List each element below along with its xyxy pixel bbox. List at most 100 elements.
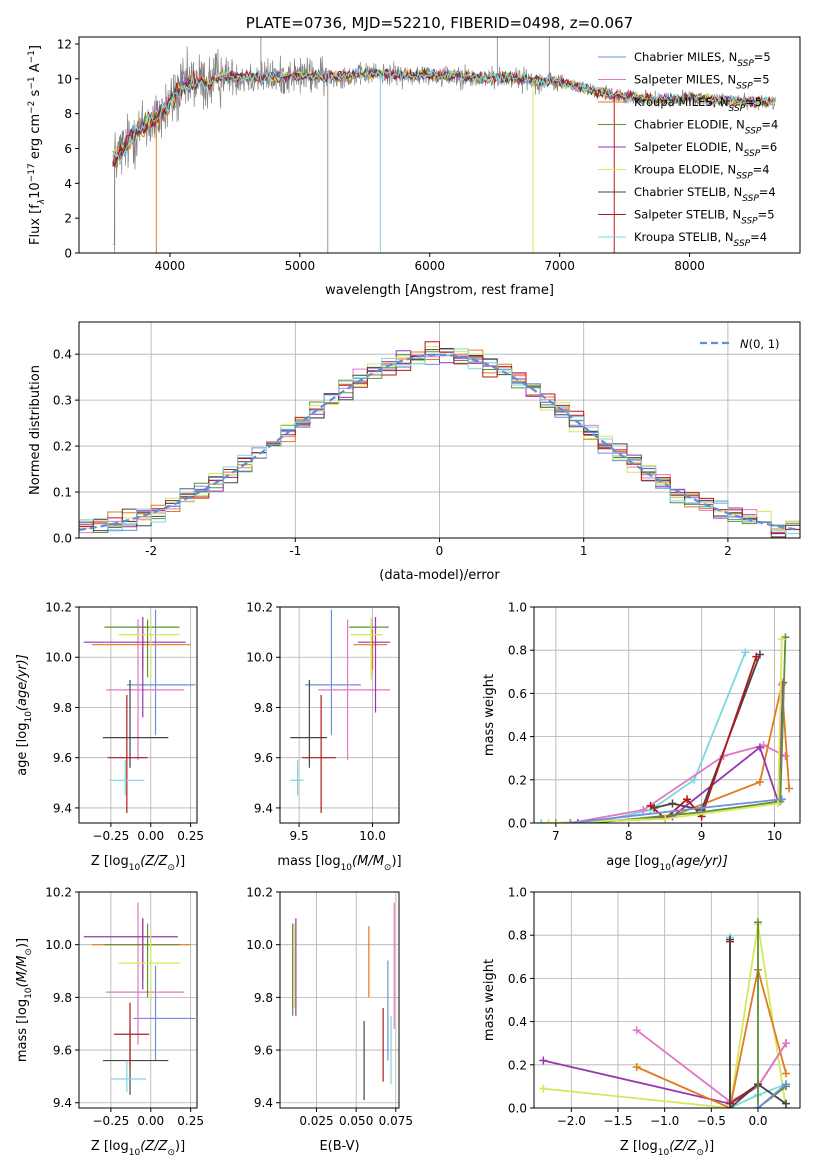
spectrum-xtick-label: 6000 bbox=[414, 259, 445, 273]
weight-vs-z-xtick-label: 0.0 bbox=[748, 1114, 767, 1128]
x-axis-label: Z [log10(Z/Z⊙)] bbox=[620, 1139, 714, 1158]
weight-vs-age-ytick-label: 0.8 bbox=[508, 644, 527, 658]
weight-line-chabrier_miles bbox=[570, 798, 782, 823]
weight-vs-age-ytick-label: 0.0 bbox=[508, 817, 527, 831]
legend-label-salpeter_miles: Salpeter MILES, NSSP=5 bbox=[634, 73, 770, 92]
weight-marker-chabrier_stelib bbox=[726, 1104, 734, 1108]
x-axis-label: wavelength [Angstrom, rest frame] bbox=[325, 283, 554, 298]
weight-marker-kroupa_elodie bbox=[544, 819, 553, 823]
mass-vs-z-xtick-label: 0.25 bbox=[177, 1114, 204, 1128]
legend-label-chabrier_miles: Chabrier MILES, NSSP=5 bbox=[634, 50, 771, 69]
mass-vs-ebv-frame bbox=[279, 891, 400, 1109]
weight-marker-salpeter_stelib bbox=[646, 801, 655, 810]
spectrum-axes: 4000 5000 6000 7000 8000 0 2 4 6 8 10 12 wavelength … bbox=[27, 36, 801, 298]
spectrum-ytick-label: 8 bbox=[64, 107, 72, 121]
weight-marker-salpeter_miles bbox=[781, 752, 790, 761]
mass-vs-z-plot-area bbox=[83, 902, 196, 1095]
x-axis-label: Z [log10(Z/Z⊙)] bbox=[91, 1139, 185, 1158]
age-vs-mass-plot-area bbox=[290, 609, 391, 813]
weight-line-kroupa_stelib bbox=[541, 652, 747, 823]
residuals-xtick-label: 0 bbox=[436, 544, 444, 558]
mass-vs-ebv-xtick-label: 0.025 bbox=[299, 1114, 333, 1128]
spectrum-ytick-label: 2 bbox=[64, 212, 72, 226]
y-axis-label: age [log10(age/yr)] bbox=[15, 654, 34, 776]
weight-marker-chabrier_miles bbox=[697, 803, 706, 812]
mass-vs-ebv-xtick-label: 0.075 bbox=[379, 1114, 413, 1128]
weight-line-chabrier_elodie bbox=[757, 922, 787, 1108]
weight-marker-salpeter_elodie bbox=[755, 743, 764, 752]
residuals-xtick-label: 2 bbox=[724, 544, 732, 558]
mass-vs-z-ytick-label: 9.4 bbox=[53, 1096, 72, 1110]
weight-marker-kroupa_elodie bbox=[539, 1084, 548, 1093]
weight-vs-age-xtick-label: 7 bbox=[552, 829, 560, 843]
weight-line-chabrier_elodie bbox=[592, 637, 787, 823]
spectrum-model-kroupa_stelib bbox=[112, 68, 776, 166]
age-vs-mass-ytick-label: 9.4 bbox=[254, 801, 273, 815]
mass-vs-ebv-ytick-label: 10.2 bbox=[246, 886, 273, 900]
weight-vs-z-xtick-label: −0.5 bbox=[697, 1114, 726, 1128]
mass-vs-z-ytick-label: 9.6 bbox=[53, 1044, 72, 1058]
residuals-axes: -2 -1 0 1 2 0.0 0.1 0.2 0.3 0.4 (data-model)/error… bbox=[28, 321, 801, 583]
age-vs-mass-ytick-label: 9.8 bbox=[254, 701, 273, 715]
age-vs-z-ytick-label: 9.4 bbox=[53, 801, 72, 815]
legend-label-salpeter_elodie: Salpeter ELODIE, NSSP=6 bbox=[634, 140, 777, 159]
weight-vs-age-axes: 7 8 9 10 0.0 0.2 0.4 0.6 0.8 1.0 age [log10(age/yr… bbox=[482, 601, 801, 873]
spectrum-xtick-label: 4000 bbox=[155, 259, 186, 273]
residuals-ytick-label: 0.0 bbox=[53, 532, 72, 546]
weight-marker-salpeter_miles bbox=[632, 1026, 641, 1035]
weight-vs-z-plot-area bbox=[539, 918, 790, 1108]
spectrum-xtick-label: 5000 bbox=[285, 259, 316, 273]
legend-label-kroupa_stelib: Kroupa STELIB, NSSP=4 bbox=[634, 230, 767, 249]
weight-marker-chabrier_elodie bbox=[754, 918, 762, 927]
x-axis-label: age [log10(age/yr)] bbox=[606, 854, 728, 873]
weight-vs-z-xtick-label: −2.0 bbox=[557, 1114, 586, 1128]
weight-vs-z-frame bbox=[533, 891, 801, 1109]
weight-marker-kroupa_elodie bbox=[661, 814, 670, 823]
residuals-ytick-label: 0.1 bbox=[53, 486, 72, 500]
spectrum-ytick-label: 0 bbox=[64, 247, 72, 261]
residuals-ytick-label: 0.3 bbox=[53, 394, 72, 408]
age-vs-z-xtick-label: −0.25 bbox=[93, 829, 130, 843]
weight-marker-salpeter_elodie bbox=[539, 1056, 548, 1065]
weight-marker-kroupa_stelib bbox=[537, 819, 546, 823]
age-vs-z-ytick-label: 10.2 bbox=[45, 601, 72, 615]
age-vs-mass-ytick-label: 10.0 bbox=[246, 651, 273, 665]
weight-marker-kroupa_miles bbox=[782, 1069, 790, 1078]
weight-line-chabrier_stelib bbox=[729, 939, 787, 1108]
legend-label-chabrier_stelib: Chabrier STELIB, NSSP=4 bbox=[634, 185, 776, 204]
weight-marker-salpeter_elodie bbox=[573, 819, 582, 823]
legend-label-gaussian: N(0, 1) bbox=[740, 337, 780, 351]
mass-vs-z-axes: −0.25 0.00 0.25 9.4 9.6 9.8 10.0 10.2 Z [log10(Z… bbox=[15, 886, 204, 1159]
weight-marker-kroupa_miles bbox=[632, 1062, 641, 1071]
mass-vs-z-ytick-label: 10.2 bbox=[45, 886, 72, 900]
spectrum-ytick-label: 10 bbox=[57, 72, 72, 86]
age-vs-mass-xtick-label: 10.0 bbox=[359, 829, 386, 843]
residuals-ytick-label: 0.2 bbox=[53, 440, 72, 454]
spectrum-title: PLATE=0736, MJD=52210, FIBERID=0498, z=0… bbox=[246, 14, 633, 32]
weight-marker-kroupa_stelib bbox=[741, 648, 750, 657]
mass-vs-ebv-ytick-label: 9.6 bbox=[254, 1044, 273, 1058]
mass-vs-ebv-ytick-label: 9.4 bbox=[254, 1096, 273, 1110]
y-axis-label: Flux [fλ10−17 erg cm−2 s−1 A−1] bbox=[27, 45, 47, 245]
weight-marker-chabrier_stelib bbox=[782, 1099, 790, 1108]
weight-vs-age-xtick-label: 8 bbox=[625, 829, 633, 843]
age-vs-z-plot-area bbox=[83, 609, 196, 813]
weight-vs-z-ytick-label: 0.8 bbox=[508, 929, 527, 943]
age-vs-z-ytick-label: 9.8 bbox=[53, 701, 72, 715]
residuals-xtick-label: -1 bbox=[289, 544, 301, 558]
residuals-xtick-label: 1 bbox=[580, 544, 588, 558]
spectrum-legend: Chabrier MILES, NSSP=5 Salpeter MILES, NS… bbox=[598, 50, 778, 249]
weight-vs-age-xtick-label: 9 bbox=[698, 829, 706, 843]
y-axis-label: mass weight bbox=[482, 959, 497, 1041]
age-vs-mass-frame bbox=[279, 606, 400, 824]
weight-marker-salpeter_stelib bbox=[683, 795, 692, 804]
age-vs-mass-axes: 9.5 10.0 9.4 9.6 9.8 10.0 10.2 mass [log10(M/M⊙… bbox=[246, 601, 401, 874]
weight-marker-kroupa_elodie bbox=[777, 635, 786, 644]
residuals-plot-area bbox=[79, 341, 800, 538]
spectrum-xtick-label: 7000 bbox=[544, 259, 575, 273]
histogram-salpeter_elodie bbox=[79, 350, 800, 538]
weight-vs-z-ytick-label: 0.6 bbox=[508, 972, 527, 986]
weight-marker-salpeter_miles bbox=[782, 1039, 790, 1048]
spectrum-model-salpeter_stelib bbox=[112, 68, 776, 167]
